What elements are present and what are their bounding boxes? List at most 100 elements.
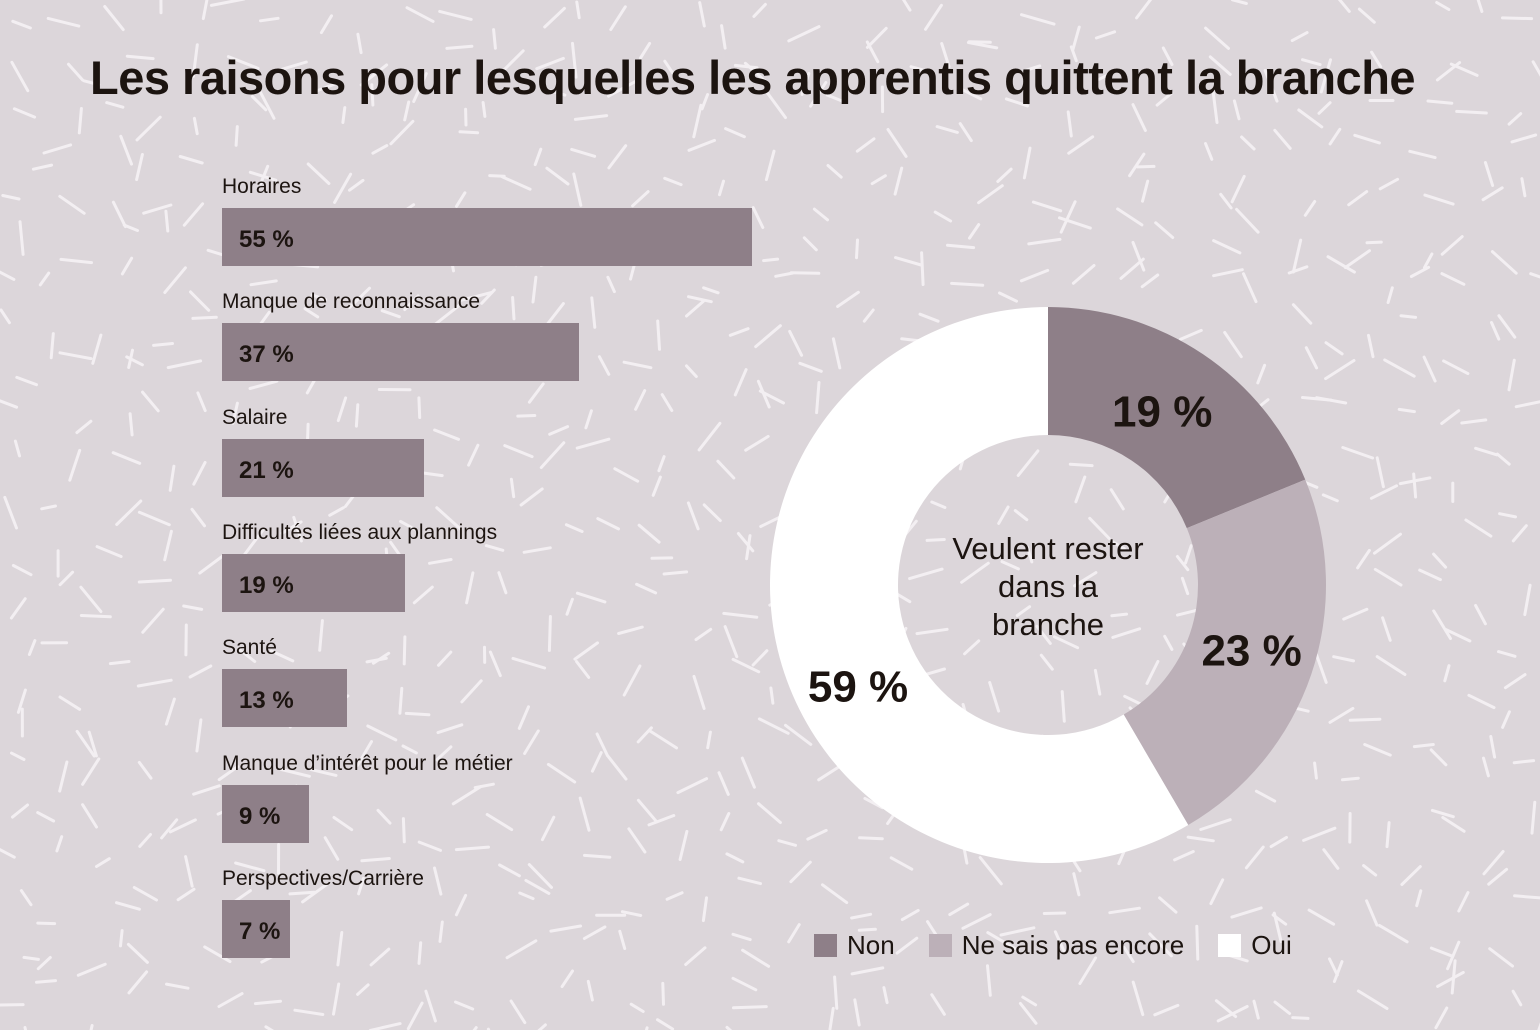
pattern-stroke <box>318 619 324 652</box>
pattern-stroke <box>930 993 946 1016</box>
pattern-stroke <box>769 686 775 705</box>
pattern-stroke <box>1337 0 1351 13</box>
pattern-stroke <box>1204 142 1214 161</box>
pattern-stroke <box>1467 693 1496 710</box>
pattern-stroke <box>1511 524 1528 543</box>
pattern-stroke <box>564 523 584 533</box>
pattern-stroke <box>1429 748 1448 767</box>
pattern-stroke <box>348 286 371 310</box>
pattern-stroke <box>420 471 444 478</box>
pattern-stroke <box>126 942 149 964</box>
pattern-stroke <box>360 857 391 863</box>
pattern-stroke <box>75 419 93 435</box>
pattern-stroke <box>1375 456 1385 489</box>
pattern-stroke <box>573 114 609 121</box>
pattern-stroke <box>1440 409 1461 425</box>
pattern-stroke <box>590 751 603 773</box>
pattern-stroke <box>1069 45 1078 63</box>
pattern-stroke <box>812 207 829 222</box>
pattern-stroke <box>986 931 1017 950</box>
pattern-stroke <box>758 389 785 405</box>
pattern-stroke <box>789 860 812 884</box>
pattern-stroke <box>498 863 521 878</box>
pattern-stroke <box>401 817 406 844</box>
pattern-stroke <box>192 460 207 486</box>
pattern-stroke <box>1507 358 1516 392</box>
pattern-stroke <box>79 585 103 614</box>
pattern-stroke <box>1128 152 1146 178</box>
pattern-stroke <box>1301 58 1322 67</box>
pattern-stroke <box>454 1000 475 1011</box>
pattern-stroke <box>737 876 762 886</box>
pattern-stroke <box>31 163 54 171</box>
pattern-stroke <box>1370 50 1383 69</box>
pattern-stroke <box>620 910 643 917</box>
pattern-stroke <box>828 1006 835 1030</box>
pattern-stroke <box>1357 7 1376 24</box>
pattern-stroke <box>1020 13 1056 26</box>
pattern-stroke <box>182 202 205 227</box>
pattern-stroke <box>647 814 676 827</box>
pattern-stroke <box>774 271 794 278</box>
pattern-stroke <box>617 625 644 635</box>
pattern-stroke <box>1510 133 1538 144</box>
pattern-stroke <box>1457 891 1470 913</box>
pattern-stroke <box>365 656 388 664</box>
pattern-stroke <box>10 60 30 93</box>
pattern-stroke <box>122 223 139 232</box>
donut-slice-label: 23 % <box>1201 627 1301 676</box>
pattern-stroke <box>1140 273 1160 289</box>
pattern-stroke <box>1347 190 1369 207</box>
pattern-stroke <box>634 389 647 411</box>
pattern-stroke <box>509 999 527 1025</box>
pattern-stroke <box>1440 235 1464 256</box>
pattern-stroke <box>192 116 199 136</box>
pattern-stroke <box>516 414 537 418</box>
pattern-stroke <box>406 1001 424 1030</box>
pattern-stroke <box>1365 899 1379 927</box>
pattern-stroke <box>1179 328 1203 341</box>
pattern-stroke <box>754 324 782 349</box>
pattern-stroke <box>1163 634 1174 651</box>
pattern-stroke <box>1455 109 1488 115</box>
pattern-stroke <box>485 813 514 832</box>
pattern-stroke <box>269 649 295 663</box>
pattern-stroke <box>1060 690 1066 723</box>
pattern-stroke <box>720 24 727 50</box>
pattern-stroke <box>575 660 591 679</box>
pattern-stroke <box>1173 850 1195 862</box>
pattern-stroke <box>1313 761 1318 780</box>
pattern-stroke <box>1342 607 1369 621</box>
pattern-stroke <box>1013 509 1029 522</box>
pattern-stroke <box>527 863 553 889</box>
pattern-stroke <box>925 538 946 542</box>
bar: 37 % <box>222 323 579 382</box>
pattern-stroke <box>915 627 949 636</box>
pattern-stroke <box>889 856 914 871</box>
pattern-stroke <box>1212 268 1244 278</box>
pattern-stroke <box>998 291 1018 303</box>
pattern-stroke <box>1018 1001 1038 1025</box>
pattern-stroke <box>692 674 706 710</box>
pattern-stroke <box>184 855 194 888</box>
pattern-stroke <box>1348 717 1382 722</box>
pattern-stroke <box>1161 46 1174 66</box>
pattern-stroke <box>777 839 797 847</box>
pattern-stroke <box>665 891 684 901</box>
pattern-stroke <box>1110 612 1129 618</box>
pattern-stroke <box>13 439 21 458</box>
pattern-stroke <box>1230 906 1263 919</box>
pattern-stroke <box>1141 179 1150 203</box>
pattern-stroke <box>736 532 755 553</box>
pattern-stroke <box>1067 135 1095 155</box>
pattern-stroke <box>825 93 848 105</box>
pattern-stroke <box>687 295 713 304</box>
pattern-stroke <box>234 125 239 147</box>
donut-slice-label: 19 % <box>1112 387 1212 436</box>
pattern-stroke <box>492 28 497 50</box>
pattern-stroke <box>933 210 953 223</box>
pattern-stroke <box>1490 321 1501 341</box>
pattern-stroke <box>894 256 923 267</box>
pattern-stroke <box>743 61 769 85</box>
pattern-stroke <box>9 597 27 620</box>
